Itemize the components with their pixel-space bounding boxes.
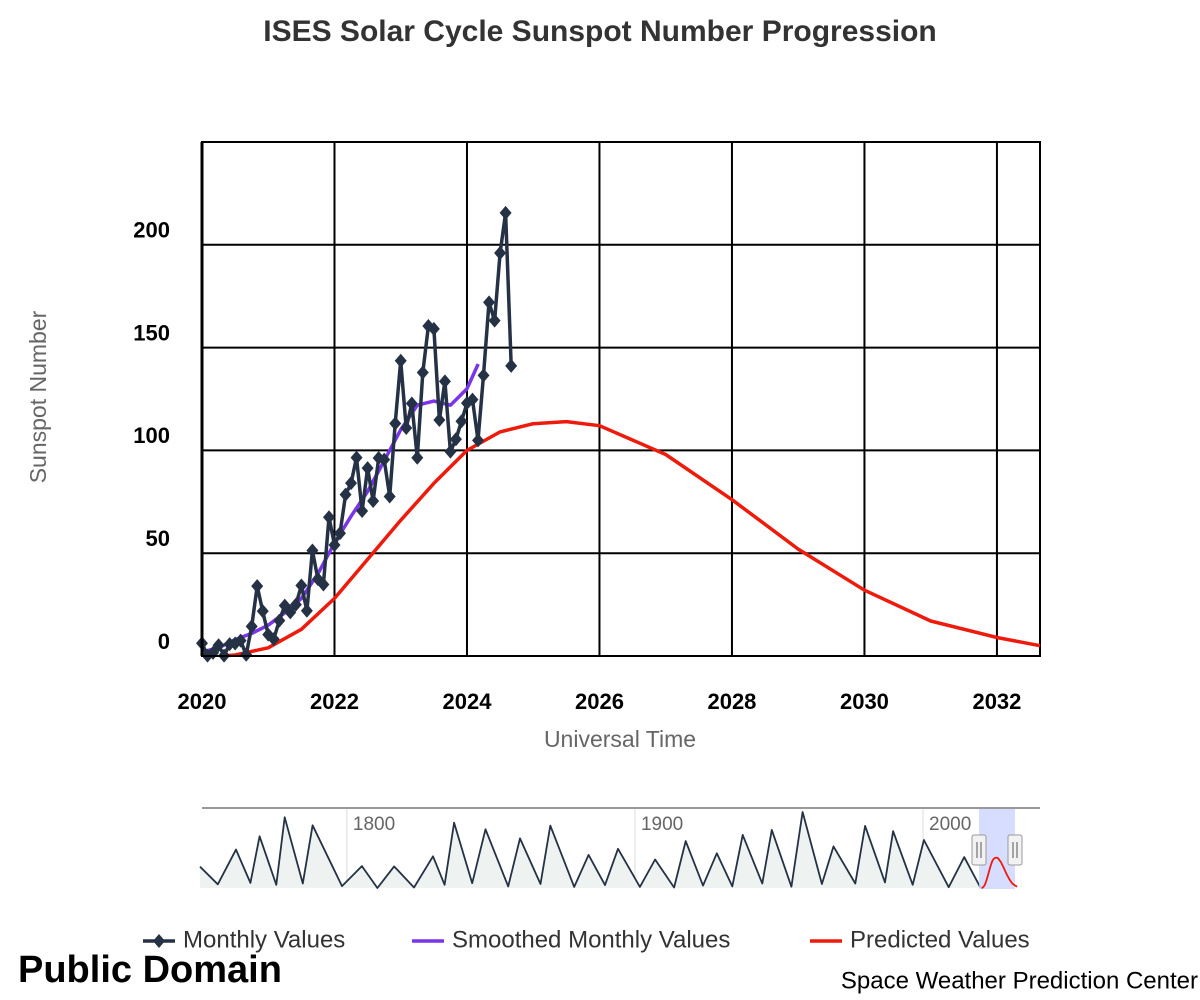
data-point: [339, 487, 352, 502]
y-tick-label: 200: [133, 218, 170, 243]
data-point: [433, 412, 446, 427]
legend-label: Smoothed Monthly Values: [452, 926, 730, 953]
x-axis-title: Universal Time: [544, 726, 696, 752]
data-point: [472, 433, 485, 448]
nav-handle: [1007, 834, 1023, 866]
legend-label: Monthly Values: [183, 926, 345, 953]
y-axis-title: Sunspot Number: [25, 310, 51, 483]
series-line: [221, 419, 1041, 658]
data-point: [477, 368, 490, 383]
x-tick-label: 2020: [178, 689, 227, 714]
series-line: [199, 811, 982, 889]
data-point: [317, 577, 330, 592]
data-point: [322, 510, 335, 525]
nav-tick-label: 1900: [641, 814, 683, 835]
x-tick-label: 2032: [972, 689, 1021, 714]
data-point: [356, 504, 369, 519]
data-point: [295, 578, 308, 593]
data-point: [405, 396, 418, 411]
nav-tick-label: 1800: [353, 814, 395, 835]
x-tick-label: 2026: [575, 689, 624, 714]
data-point: [306, 543, 319, 558]
data-point: [394, 353, 407, 368]
data-point: [427, 321, 440, 336]
data-point: [444, 444, 457, 459]
data-point: [466, 392, 479, 407]
data-point: [367, 493, 380, 508]
data-point: [416, 365, 429, 380]
data-point: [494, 246, 507, 261]
data-point: [383, 489, 396, 504]
source: Space Weather Prediction Center: [841, 967, 1198, 994]
y-tick-label: 0: [158, 629, 170, 654]
y-tick-label: 150: [133, 320, 170, 345]
data-point: [328, 537, 341, 552]
data-point: [284, 605, 297, 620]
data-point: [449, 432, 462, 447]
nav-handle-grip: [976, 842, 982, 858]
data-point: [300, 603, 313, 618]
data-point: [256, 604, 269, 619]
nav-handle-grip: [1012, 842, 1018, 858]
data-point: [350, 450, 363, 465]
x-tick-label: 2024: [443, 689, 493, 714]
data-point: [273, 613, 286, 628]
data-point: [488, 313, 501, 328]
data-point: [400, 420, 413, 435]
data-point: [289, 597, 302, 612]
plot-area: [201, 141, 1041, 657]
data-point: [411, 450, 424, 465]
data-point: [361, 461, 374, 476]
x-tick-label: 2030: [840, 689, 889, 714]
data-point: [505, 358, 518, 373]
data-point: [345, 476, 358, 491]
license: Public Domain: [18, 949, 282, 991]
data-point: [378, 452, 391, 467]
y-tick-label: 100: [133, 423, 170, 448]
data-point: [499, 205, 512, 220]
data-point: [245, 619, 258, 634]
legend-marker: [153, 934, 165, 948]
data-point: [333, 526, 346, 541]
data-point: [438, 374, 451, 389]
series-line: [981, 856, 1018, 889]
data-point: [455, 414, 468, 429]
data-point: [267, 632, 280, 647]
legend-label: Predicted Values: [850, 926, 1030, 953]
data-point: [234, 633, 247, 648]
x-tick-label: 2022: [310, 689, 359, 714]
nav-tick-label: 2000: [929, 814, 971, 835]
nav-area: [199, 812, 981, 888]
data-point: [389, 416, 402, 431]
data-point: [240, 647, 253, 662]
data-point: [483, 295, 496, 310]
chart-title: ISES Solar Cycle Sunspot Number Progress…: [263, 15, 937, 48]
nav-handle: [971, 834, 987, 866]
y-tick-label: 50: [146, 526, 170, 551]
data-point: [251, 579, 264, 594]
data-point: [212, 638, 225, 653]
x-tick-label: 2028: [707, 689, 756, 714]
